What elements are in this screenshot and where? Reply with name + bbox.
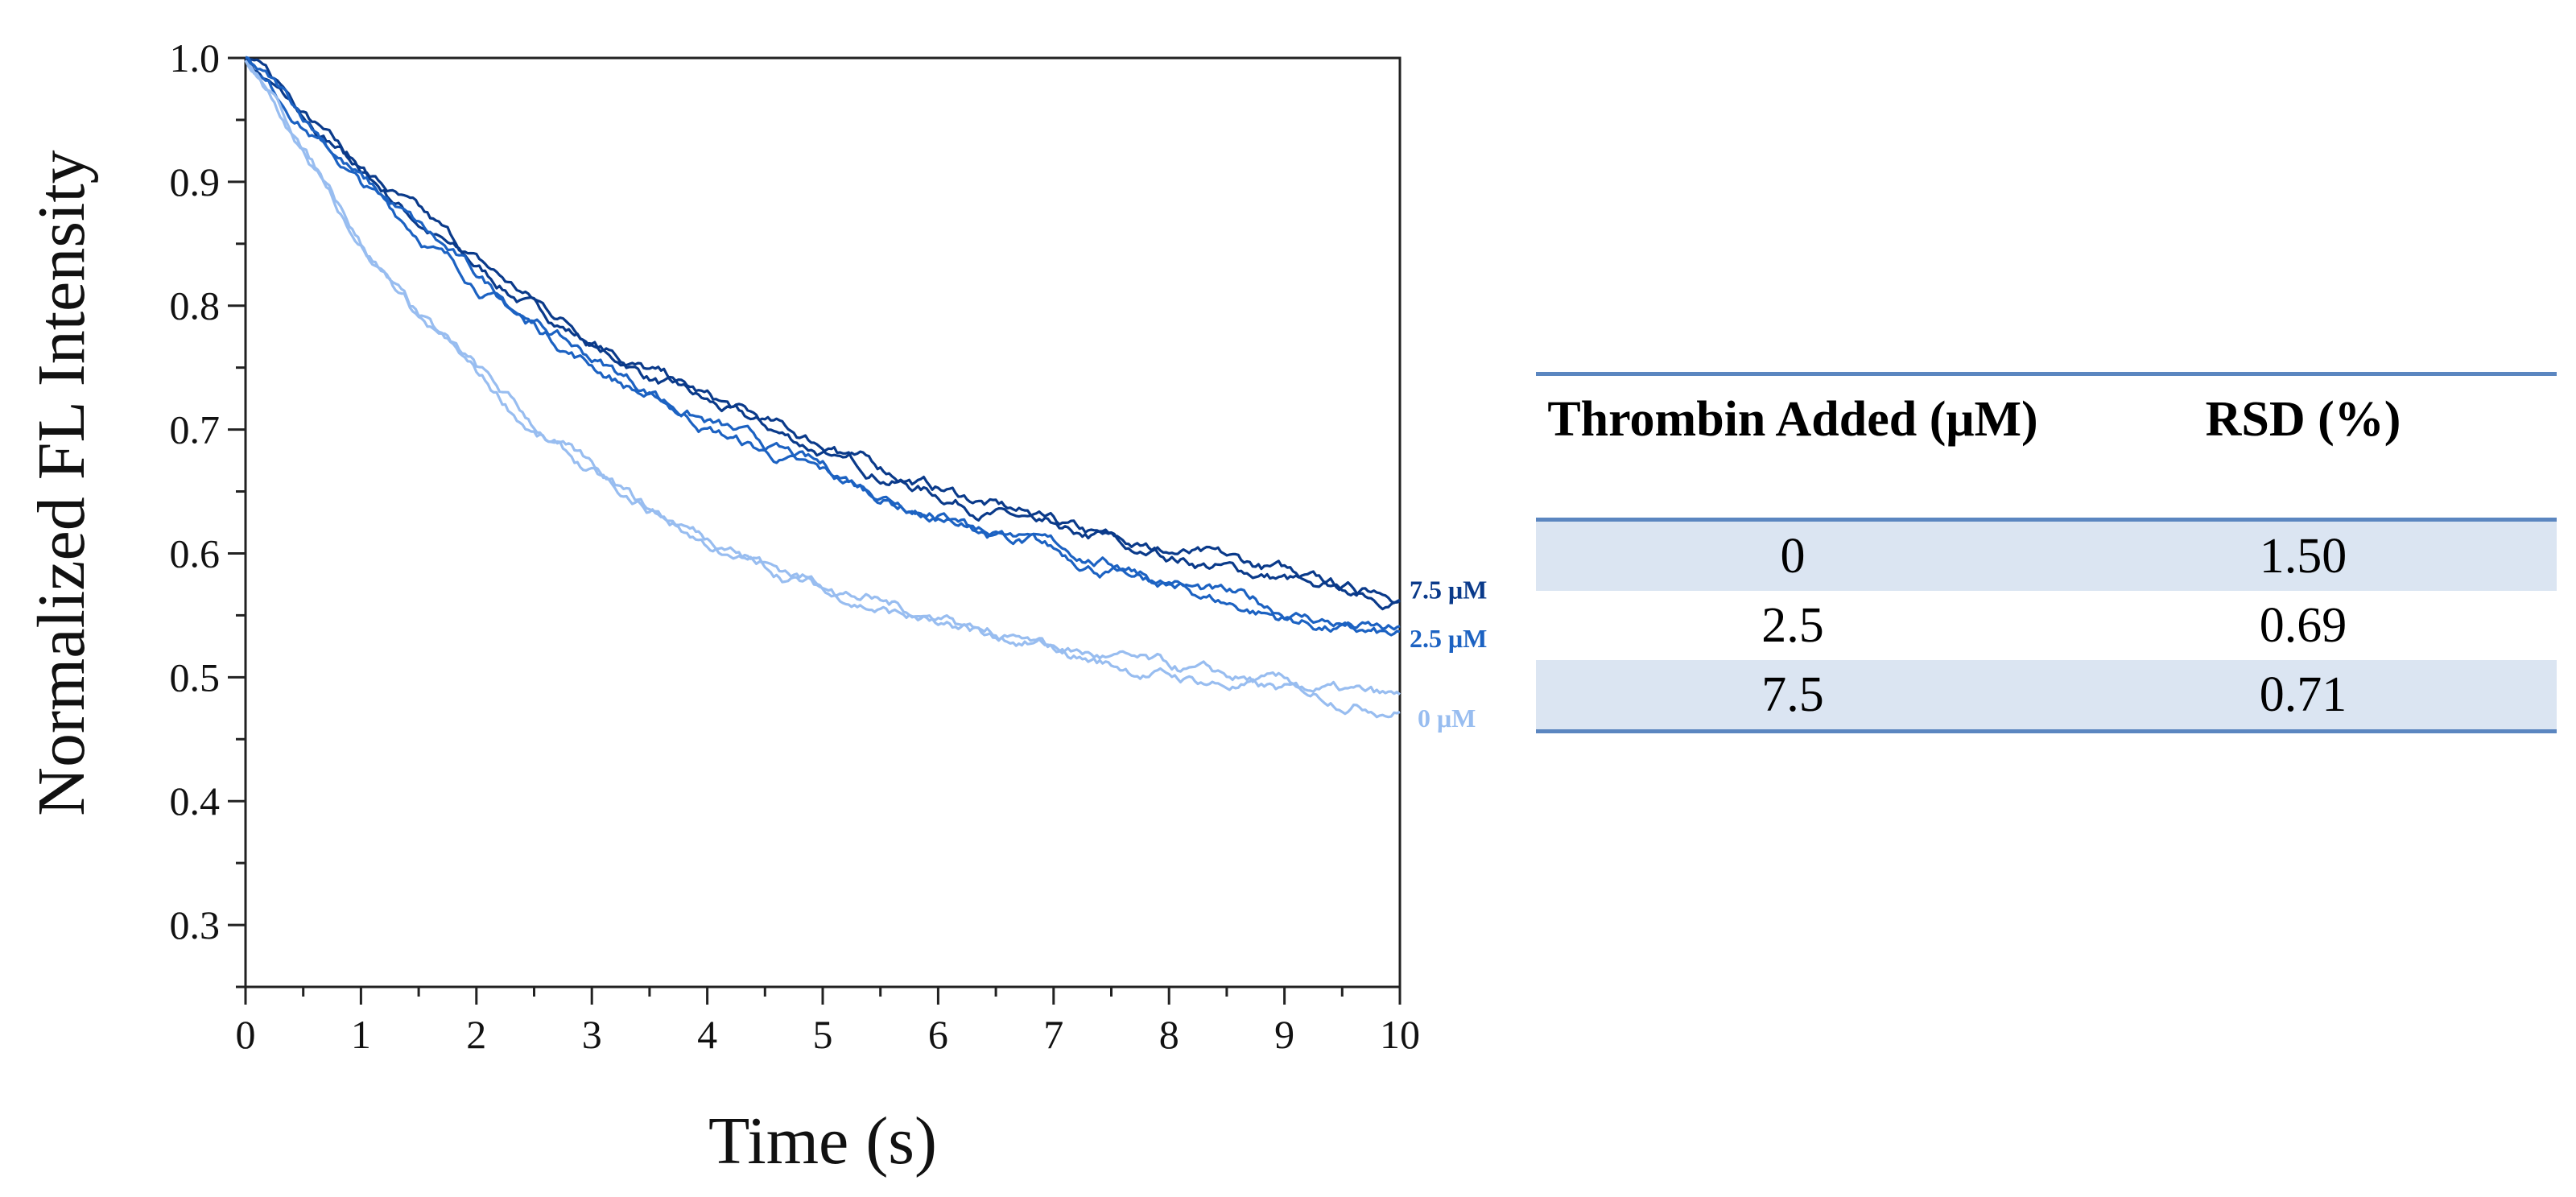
y-tick-label: 0.5 [170,654,221,700]
x-tick-labels: 0 1 2 3 4 5 6 7 8 9 10 [236,1012,1421,1057]
y-tick-label: 1.0 [170,35,221,80]
x-tick-label: 10 [1380,1012,1420,1057]
series-lines [244,56,1402,719]
series-line [245,60,1401,611]
table-row: 0 1.50 [1536,522,2557,591]
cell-thrombin: 2.5 [1761,597,1824,653]
header-rsd: RSD (%) [2205,392,2401,447]
series-end-label: 7.5 μM [1410,575,1487,604]
plot-frame [244,56,1402,989]
series-line [244,60,1401,719]
y-tick-label: 0.7 [170,407,221,452]
y-tick-labels: 0.3 0.4 0.5 0.6 0.7 0.8 0.9 1.0 [170,35,221,947]
rsd-table: Thrombin Added (μM) RSD (%) 0 1.50 2.5 0… [1536,372,2557,733]
series-end-label: 2.5 μM [1410,624,1487,653]
y-tick-label: 0.8 [170,283,221,328]
series-line [245,56,1401,631]
cell-thrombin: 0 [1780,528,1806,584]
table-top-rule [1536,372,2557,376]
x-axis-title: Time (s) [708,1104,937,1178]
y-tick-label: 0.3 [170,902,221,947]
header-thrombin-added: Thrombin Added (μM) [1547,392,2038,447]
x-tick-label: 3 [582,1012,602,1057]
series-line [245,60,1401,637]
series-end-labels: 7.5 μM 2.5 μM 0 μM [1410,575,1487,733]
x-tick-label: 0 [236,1012,256,1057]
table-row: 7.5 0.71 [1536,660,2557,729]
x-tick-label: 7 [1043,1012,1063,1057]
axis-ticks [228,56,1402,1005]
series-line [244,60,1402,695]
x-tick-label: 8 [1159,1012,1179,1057]
cell-rsd: 0.71 [2259,667,2347,722]
table-header-rule [1536,518,2557,522]
cell-rsd: 1.50 [2259,528,2347,584]
fl-intensity-chart: 0 1 2 3 4 5 6 7 8 9 10 0.3 0.4 0.5 0.6 0.7 0.8 0.9 1.0 7.… [24,35,1487,1178]
y-tick-label: 0.9 [170,159,221,204]
x-tick-label: 4 [697,1012,717,1057]
y-axis-title: Normalized FL Intensity [24,150,99,815]
x-tick-label: 5 [813,1012,833,1057]
x-tick-label: 6 [928,1012,948,1057]
x-tick-label: 9 [1274,1012,1294,1057]
x-tick-label: 1 [351,1012,371,1057]
cell-rsd: 0.69 [2259,597,2347,653]
series-end-label: 0 μM [1418,704,1476,733]
table-row: 2.5 0.69 [1536,591,2557,660]
cell-thrombin: 7.5 [1761,667,1824,722]
y-tick-label: 0.6 [170,530,221,576]
x-tick-label: 2 [466,1012,486,1057]
y-tick-label: 0.4 [170,778,221,823]
table-header-row: Thrombin Added (μM) RSD (%) [1536,376,2557,518]
series-line [245,57,1401,605]
table-bottom-rule [1536,729,2557,733]
